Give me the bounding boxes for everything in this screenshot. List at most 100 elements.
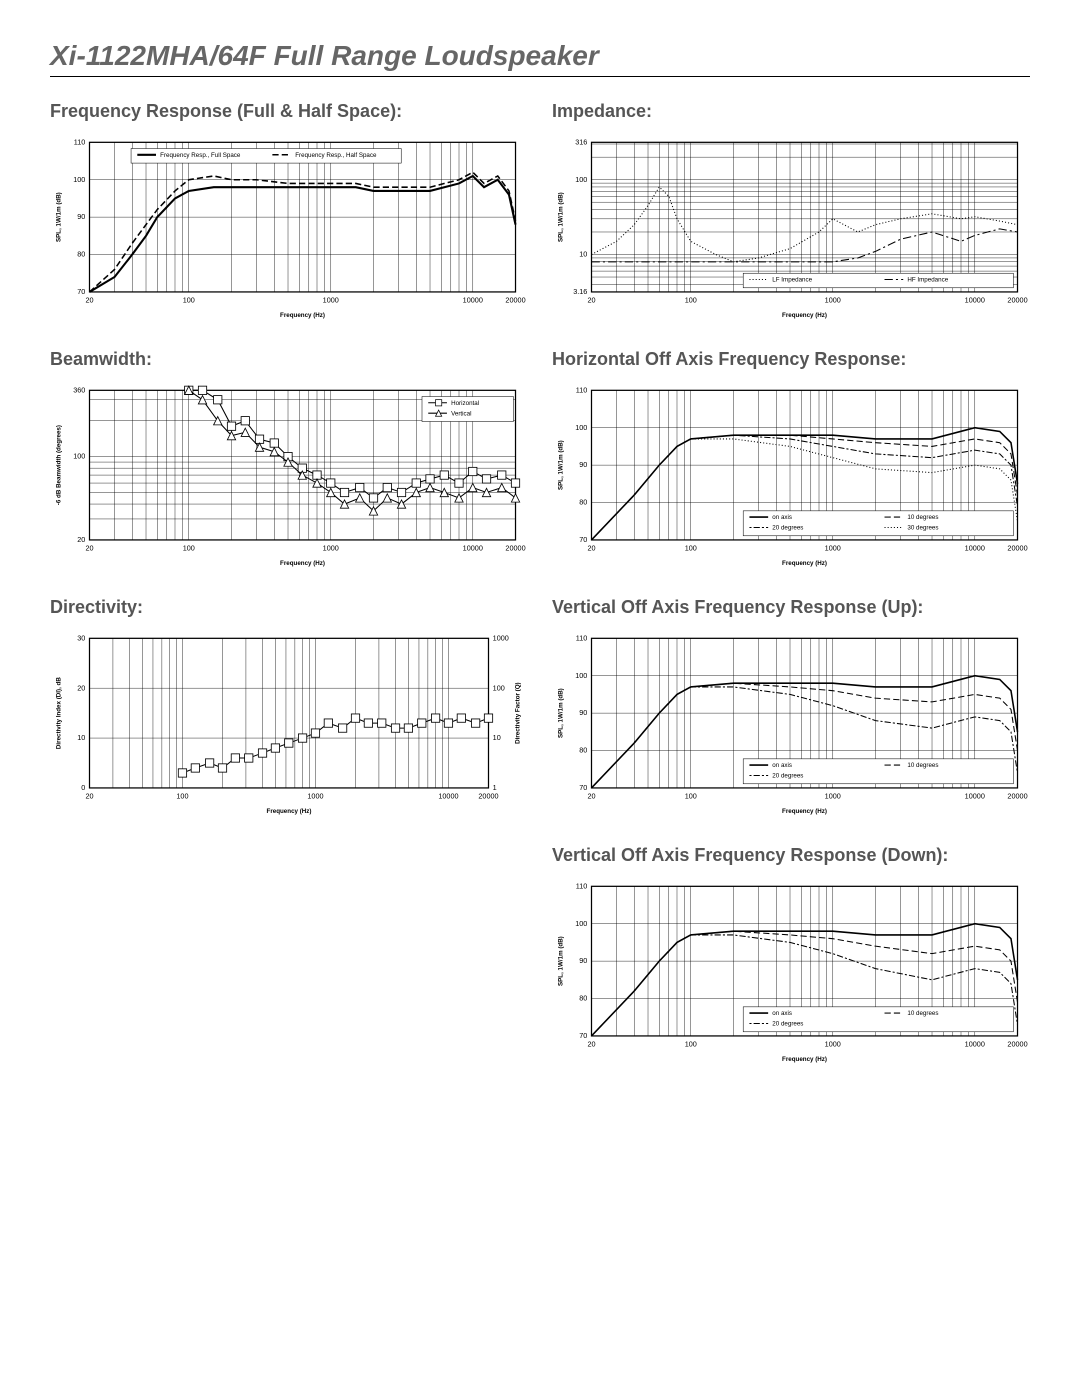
impedance-title: Impedance:: [552, 101, 1030, 122]
svg-text:316: 316: [575, 137, 587, 146]
svg-text:80: 80: [579, 746, 587, 755]
svg-text:Frequency (Hz): Frequency (Hz): [782, 312, 827, 319]
horiz-offaxis-title: Horizontal Off Axis Frequency Response:: [552, 349, 1030, 370]
svg-text:100: 100: [575, 671, 587, 680]
svg-text:100: 100: [73, 175, 85, 184]
vert-offaxis-down-title: Vertical Off Axis Frequency Response (Do…: [552, 845, 1030, 866]
svg-text:30: 30: [77, 633, 85, 642]
svg-text:Frequency Resp., Full Space: Frequency Resp., Full Space: [160, 152, 241, 159]
svg-text:10000: 10000: [463, 543, 483, 552]
svg-text:100: 100: [685, 543, 697, 552]
svg-text:90: 90: [579, 956, 587, 965]
svg-text:Directivity Index (DI), dB: Directivity Index (DI), dB: [55, 677, 62, 749]
svg-text:20: 20: [77, 535, 85, 544]
svg-text:110: 110: [576, 881, 588, 890]
impedance-section: Impedance: 20 100 1000 10000 20000 3.16 10 100 3…: [552, 101, 1030, 321]
svg-text:-6 dB Beamwidth (degrees): -6 dB Beamwidth (degrees): [55, 425, 62, 505]
freq-response-title: Frequency Response (Full & Half Space):: [50, 101, 528, 122]
horiz-offaxis-section: Horizontal Off Axis Frequency Response: …: [552, 349, 1030, 569]
svg-text:100: 100: [176, 791, 188, 800]
svg-text:Frequency (Hz): Frequency (Hz): [782, 1056, 827, 1063]
right-column: Impedance: 20 100 1000 10000 20000 3.16 10 100 3…: [552, 101, 1030, 1093]
svg-text:10000: 10000: [965, 295, 985, 304]
svg-text:10: 10: [493, 733, 501, 742]
svg-text:on axis: on axis: [772, 1010, 792, 1017]
svg-text:100: 100: [493, 683, 505, 692]
vert-offaxis-down-section: Vertical Off Axis Frequency Response (Do…: [552, 845, 1030, 1065]
svg-text:SPL, 1W/1m (dB): SPL, 1W/1m (dB): [557, 440, 564, 490]
impedance-chart: 20 100 1000 10000 20000 3.16 10 100 316 Frequency…: [552, 134, 1030, 321]
svg-text:70: 70: [579, 535, 587, 544]
svg-text:100: 100: [183, 295, 195, 304]
svg-text:1000: 1000: [493, 633, 509, 642]
svg-text:20 degrees: 20 degrees: [772, 773, 803, 780]
vert-offaxis-up-section: Vertical Off Axis Frequency Response (Up…: [552, 597, 1030, 817]
svg-text:20: 20: [77, 683, 85, 692]
svg-text:0: 0: [81, 783, 85, 792]
svg-text:HF Impedance: HF Impedance: [907, 277, 948, 284]
directivity-title: Directivity:: [50, 597, 528, 618]
svg-text:20 degrees: 20 degrees: [772, 525, 803, 532]
svg-text:70: 70: [579, 783, 587, 792]
page-title: Xi-1122MHA/64F Full Range Loudspeaker: [50, 40, 1030, 77]
svg-text:Frequency Resp., Half Space: Frequency Resp., Half Space: [295, 152, 377, 159]
svg-text:70: 70: [579, 1031, 587, 1040]
svg-text:20000: 20000: [1007, 543, 1027, 552]
svg-text:20: 20: [587, 295, 595, 304]
svg-text:10 degrees: 10 degrees: [907, 1010, 938, 1017]
svg-text:70: 70: [77, 287, 85, 296]
svg-text:SPL, 1W/1m (dB): SPL, 1W/1m (dB): [557, 688, 564, 738]
svg-text:360: 360: [73, 385, 85, 394]
svg-text:on axis: on axis: [772, 514, 792, 521]
svg-text:Frequency (Hz): Frequency (Hz): [782, 808, 827, 815]
freq-response-section: Frequency Response (Full & Half Space): …: [50, 101, 528, 321]
svg-text:1000: 1000: [323, 295, 339, 304]
directivity-chart: 201001000100002000001020301101001000Freq…: [50, 630, 528, 817]
svg-text:80: 80: [579, 994, 587, 1003]
svg-text:1000: 1000: [825, 791, 841, 800]
freq-response-chart: 2010010001000020000708090100110Frequency…: [50, 134, 528, 321]
svg-text:100: 100: [575, 423, 587, 432]
svg-text:110: 110: [74, 137, 86, 146]
svg-text:20: 20: [587, 543, 595, 552]
vert-offaxis-up-title: Vertical Off Axis Frequency Response (Up…: [552, 597, 1030, 618]
svg-text:20000: 20000: [1007, 1039, 1027, 1048]
svg-text:SPL, 1W/1m (dB): SPL, 1W/1m (dB): [55, 192, 62, 242]
svg-text:100: 100: [73, 452, 85, 461]
beamwidth-title: Beamwidth:: [50, 349, 528, 370]
svg-text:20000: 20000: [505, 543, 525, 552]
svg-text:1000: 1000: [323, 543, 339, 552]
svg-text:3.16: 3.16: [573, 287, 587, 296]
svg-text:10: 10: [579, 250, 587, 259]
svg-text:110: 110: [576, 633, 588, 642]
svg-text:20000: 20000: [505, 295, 525, 304]
svg-text:80: 80: [579, 498, 587, 507]
svg-text:SPL, 1W/1m (dB): SPL, 1W/1m (dB): [557, 192, 564, 242]
svg-text:1000: 1000: [825, 295, 841, 304]
svg-text:100: 100: [575, 919, 587, 928]
svg-text:10000: 10000: [965, 543, 985, 552]
svg-text:90: 90: [77, 212, 85, 221]
columns: Frequency Response (Full & Half Space): …: [50, 101, 1030, 1093]
svg-text:10: 10: [77, 733, 85, 742]
svg-text:100: 100: [575, 175, 587, 184]
beamwidth-chart: 201001000100002000020100360Frequency (Hz…: [50, 382, 528, 569]
svg-text:Frequency (Hz): Frequency (Hz): [267, 808, 312, 815]
horiz-offaxis-chart: 2010010001000020000708090100110Frequency…: [552, 382, 1030, 569]
svg-text:20: 20: [587, 791, 595, 800]
beamwidth-section: Beamwidth: 201001000100002000020100360Fr…: [50, 349, 528, 569]
svg-text:20: 20: [85, 295, 93, 304]
svg-text:100: 100: [685, 295, 697, 304]
svg-text:Frequency (Hz): Frequency (Hz): [782, 560, 827, 567]
svg-text:20000: 20000: [1007, 791, 1027, 800]
svg-text:80: 80: [77, 250, 85, 259]
svg-text:20000: 20000: [1007, 295, 1027, 304]
directivity-section: Directivity: 201001000100002000001020301…: [50, 597, 528, 817]
svg-text:100: 100: [183, 543, 195, 552]
svg-text:10 degrees: 10 degrees: [907, 514, 938, 521]
svg-text:1000: 1000: [307, 791, 323, 800]
svg-text:20: 20: [587, 1039, 595, 1048]
svg-text:Directivity Factor (Q): Directivity Factor (Q): [515, 682, 522, 744]
svg-text:20 degrees: 20 degrees: [772, 1021, 803, 1028]
svg-text:Horizontal: Horizontal: [451, 400, 479, 407]
